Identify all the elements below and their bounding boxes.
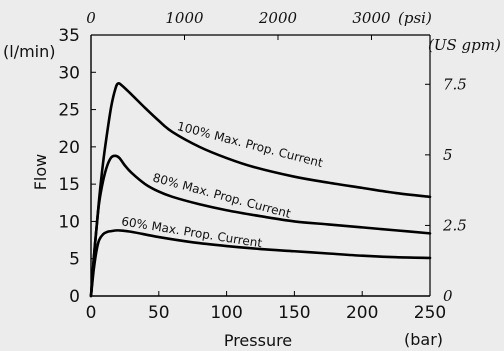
series-label: 60% Max. Prop. Current: [120, 214, 263, 250]
y-tick-label: 5: [69, 250, 80, 270]
y-tick-label: 0: [69, 287, 80, 307]
curves: [89, 82, 432, 298]
x-tick-label: 100: [210, 303, 242, 323]
x-tick-label: 50: [148, 303, 170, 323]
top-axis-unit-label: (psi): [398, 9, 432, 27]
right-tick-label: 0: [443, 287, 453, 305]
y-tick-label: 10: [58, 212, 80, 232]
x-unit-label: (bar): [404, 330, 443, 349]
labels: (l/min) (bar) Pressure Flow (psi) (US gp…: [3, 9, 501, 350]
x-tick-label: 250: [414, 303, 446, 323]
x-tick-label: 200: [346, 303, 378, 323]
x-tick-label: 0: [86, 303, 97, 323]
top-tick-label: 3000: [352, 9, 391, 27]
y-unit-label: (l/min): [3, 42, 56, 61]
top-tick-label: 2000: [258, 9, 298, 27]
right-tick-label: 2.5: [442, 216, 467, 234]
x-axis-title: Pressure: [224, 331, 292, 350]
top-tick-label: 0: [86, 9, 96, 27]
y-tick-label: 30: [58, 63, 80, 83]
series-line: [89, 229, 432, 298]
right-tick-label: 7.5: [443, 75, 467, 93]
series-label: 100% Max. Prop. Current: [176, 119, 325, 170]
right-tick-label: 5: [443, 146, 453, 164]
series-line: [89, 82, 432, 298]
y-tick-label: 35: [58, 26, 80, 46]
y-tick-label: 15: [58, 175, 80, 195]
y-axis-title: Flow: [31, 154, 50, 191]
x-tick-label: 150: [278, 303, 310, 323]
y-tick-label: 20: [58, 138, 80, 158]
axes: [90, 34, 431, 297]
y-tick-label: 25: [58, 101, 80, 121]
right-axis-unit-label: (US gpm): [428, 36, 501, 54]
series-line: [89, 154, 432, 298]
top-tick-label: 1000: [165, 9, 204, 27]
